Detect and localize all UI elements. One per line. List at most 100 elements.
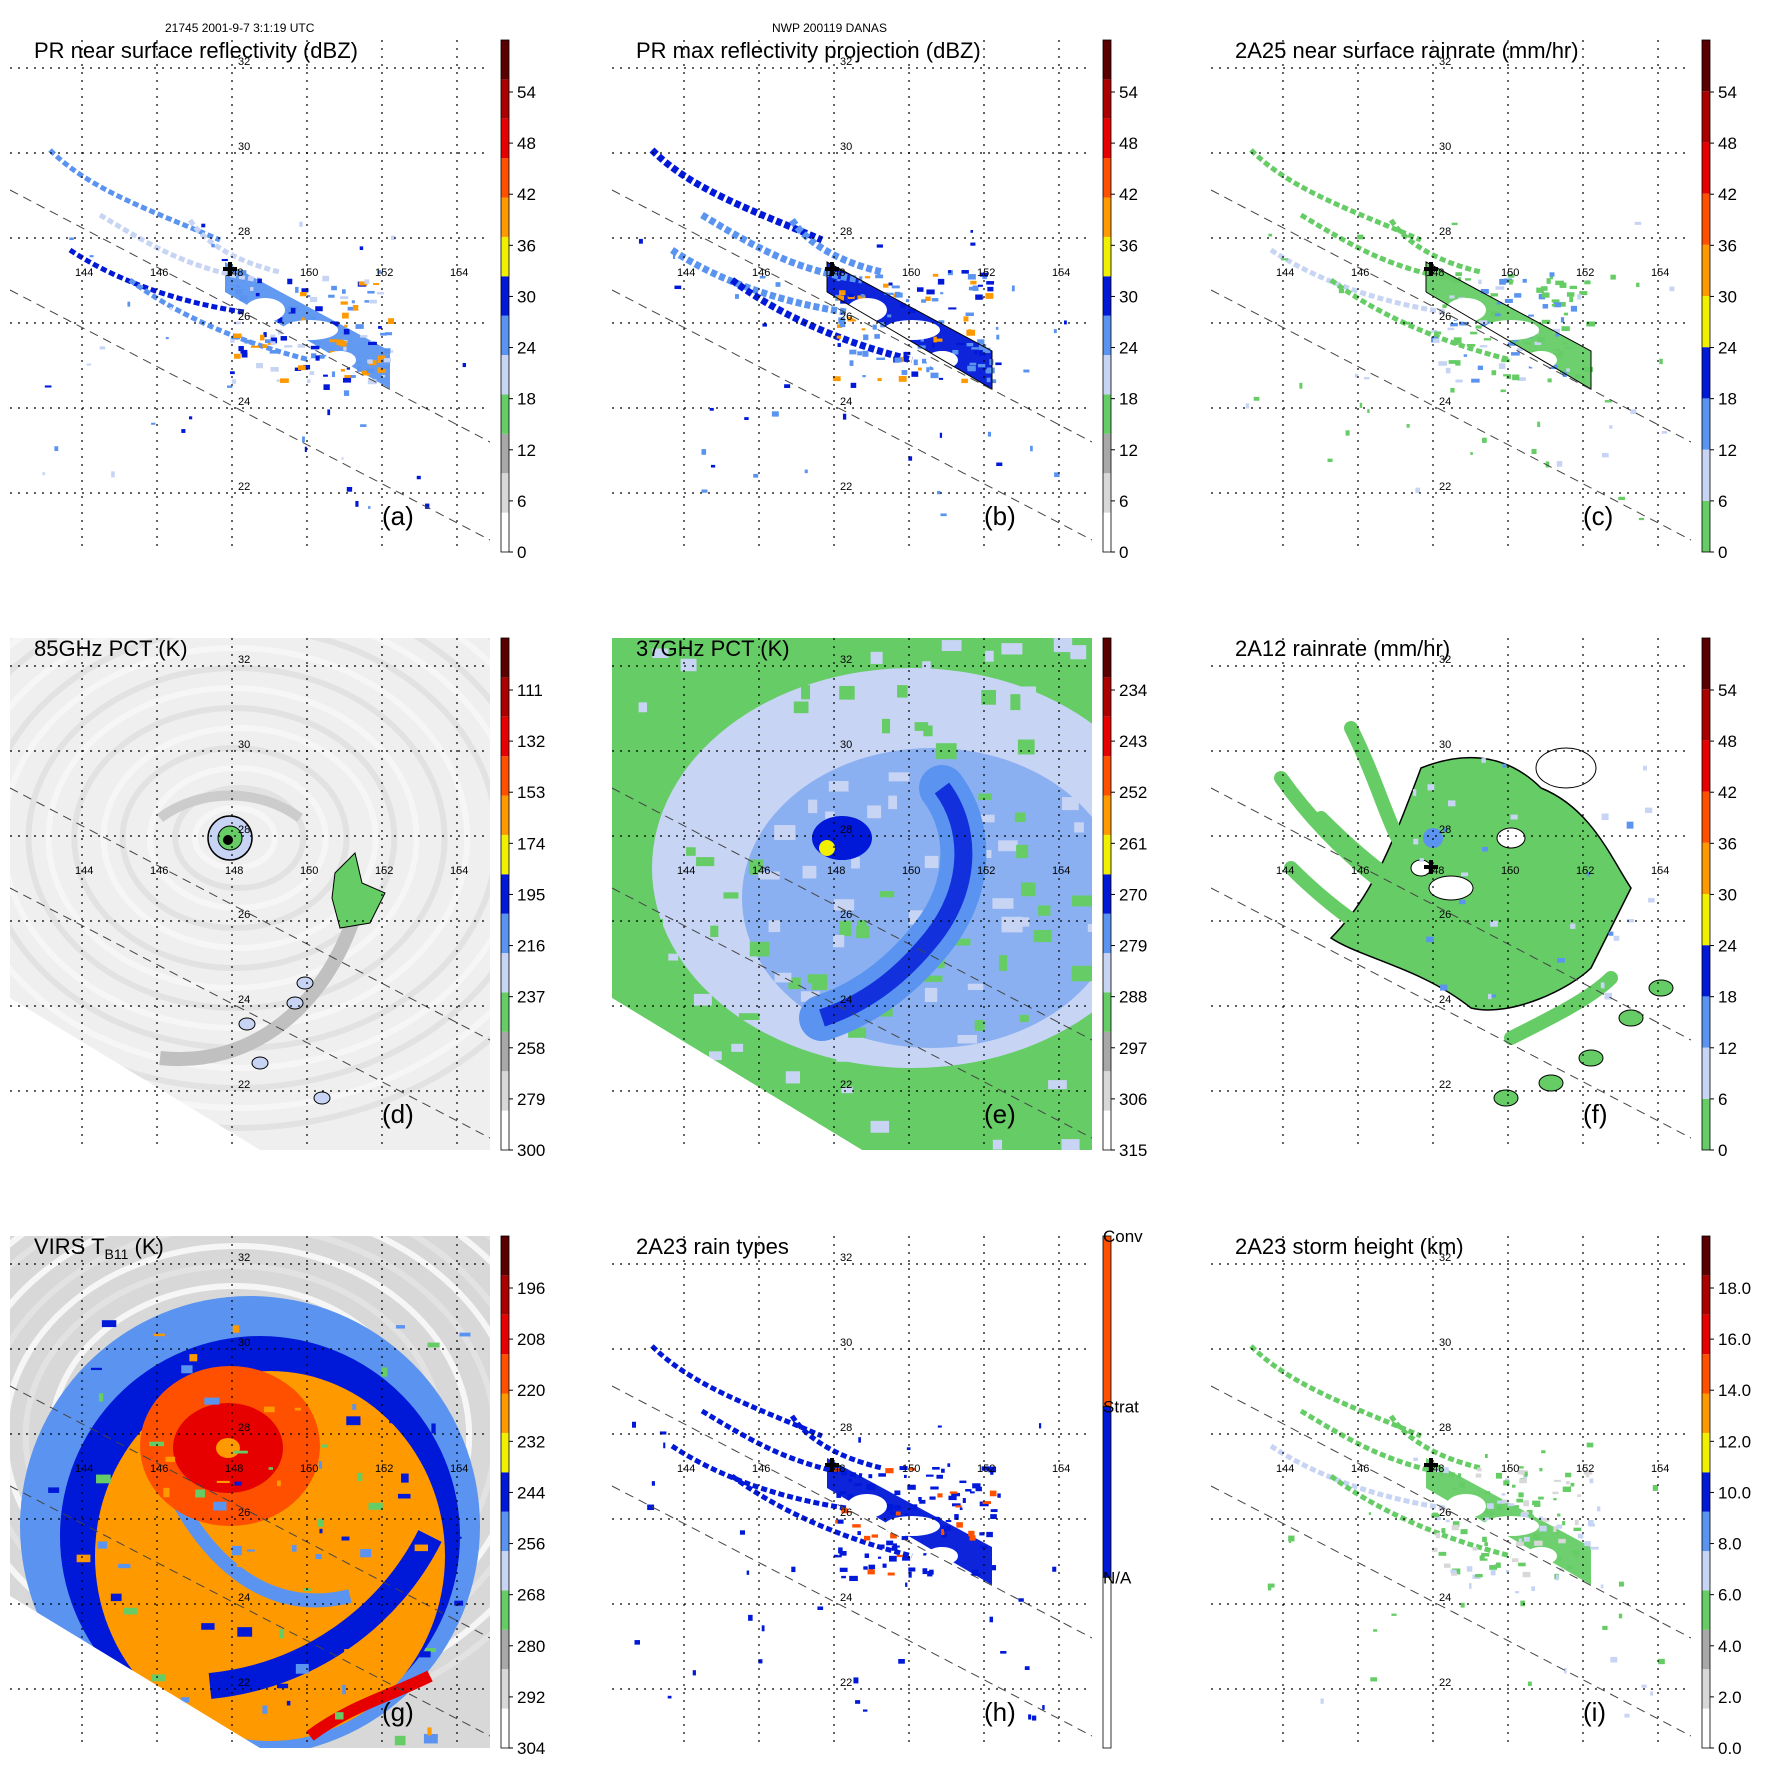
pixel-block	[302, 436, 305, 443]
pixel-block	[736, 751, 749, 761]
pixel-block	[863, 1535, 871, 1541]
panel-g: 32 30 28 26 24 22 144 146 148 150 152 154 VIRS TB11 …	[10, 1234, 545, 1758]
pixel-block	[1507, 342, 1516, 346]
lat-label: 24	[840, 1592, 852, 1604]
pixel-block	[1071, 895, 1092, 907]
pixel-block	[44, 385, 52, 388]
pixel-block	[753, 473, 759, 478]
lon-label: 152	[375, 267, 393, 279]
pixel-block	[940, 292, 944, 295]
pixel-block	[907, 1484, 916, 1490]
pixel-block	[914, 722, 929, 731]
colorbar-segment	[1702, 142, 1710, 194]
pixel-block	[843, 686, 854, 698]
pixel-block	[315, 306, 323, 312]
pixel-block	[908, 456, 913, 461]
pixel-block	[804, 1096, 820, 1106]
pixel-block	[1585, 1473, 1590, 1478]
pixel-block	[1447, 327, 1455, 331]
lat-label: 26	[1439, 909, 1451, 921]
lat-label: 32	[1439, 1252, 1451, 1264]
pixel-block	[1011, 285, 1015, 292]
swath-edge	[10, 1485, 490, 1737]
pixel-block	[1052, 1566, 1057, 1572]
swath-edge	[1211, 787, 1691, 1041]
pixel-block	[896, 1554, 903, 1558]
pixel-block	[721, 777, 742, 784]
pixel-block	[906, 1447, 911, 1451]
pixel-block	[990, 1468, 994, 1475]
colorbar-segment	[1103, 276, 1111, 316]
colorbar-segment	[1103, 236, 1111, 277]
pixel-block	[212, 1501, 227, 1511]
pixel-block	[838, 319, 846, 324]
rain-gap	[324, 351, 356, 369]
pixel-block	[1447, 800, 1456, 807]
eye	[819, 840, 835, 856]
storm-center-marker	[1424, 1458, 1438, 1472]
colorbar-segment	[1702, 1551, 1710, 1591]
pixel-block	[1023, 369, 1030, 373]
pixel-block	[695, 848, 707, 858]
pixel-block	[882, 718, 891, 734]
colorbar-segment	[1103, 874, 1111, 914]
pixel-block	[977, 364, 986, 368]
pixel-block	[101, 1320, 117, 1328]
convective-cell	[251, 1056, 269, 1070]
pixel-block	[311, 316, 316, 322]
colorbar-segment	[501, 1432, 509, 1473]
pixel-block	[905, 1582, 908, 1587]
colorbar-tick: 6	[517, 492, 526, 511]
pixel-block	[965, 312, 974, 317]
colorbar-tick: 24	[517, 339, 536, 358]
pixel-block	[941, 1525, 951, 1531]
pixel-block	[1558, 1556, 1562, 1561]
pixel-block	[748, 859, 764, 875]
pixel-block	[1555, 333, 1560, 337]
lat-label: 28	[238, 1422, 250, 1434]
pixel-block	[932, 1466, 940, 1470]
pixel-block	[921, 358, 931, 364]
pixel-block	[86, 363, 92, 366]
eyewall	[812, 816, 872, 860]
pixel-block	[836, 1049, 854, 1062]
pixel-block	[1567, 1565, 1573, 1570]
pixel-block	[710, 925, 719, 938]
texture-ring	[100, 725, 379, 951]
colorbar-segment	[501, 716, 509, 757]
colorbar-segment	[1702, 1393, 1710, 1433]
pixel-block	[234, 353, 241, 359]
pixel-block	[1426, 936, 1434, 943]
swath-edge	[1211, 1485, 1691, 1737]
pixel-block	[1590, 1546, 1599, 1550]
colorbar-tick: 54	[1119, 83, 1138, 102]
colorbar-tick: N/A	[1103, 1568, 1132, 1587]
colorbar-segment	[501, 1629, 509, 1670]
pixel-block	[201, 223, 206, 228]
pixel-block	[676, 909, 698, 924]
pixel-block	[301, 288, 309, 293]
pixel-block	[233, 333, 242, 339]
pixel-block	[849, 360, 854, 366]
pixel-block	[891, 1545, 898, 1551]
pixel-block	[941, 1533, 947, 1538]
pixel-block	[1463, 354, 1468, 357]
pixel-block	[1559, 350, 1564, 357]
pixel-block	[879, 891, 895, 898]
pixel-block	[713, 647, 724, 655]
colorbar-segment	[1102, 1576, 1112, 1749]
pixel-block	[1634, 221, 1642, 225]
pixel-block	[959, 1480, 967, 1484]
panel-b-title: PR max reflectivity projection (dBZ)	[636, 38, 981, 63]
colorbar-segment	[1103, 638, 1111, 678]
pixel-block	[327, 409, 331, 416]
colorbar-tick: 48	[517, 134, 536, 153]
pixel-block	[235, 288, 243, 295]
pixel-block	[1009, 917, 1030, 927]
pixel-block	[1483, 338, 1492, 341]
lon-label: 146	[150, 1463, 168, 1475]
pixel-block	[364, 300, 370, 303]
convective-cell	[296, 976, 314, 990]
